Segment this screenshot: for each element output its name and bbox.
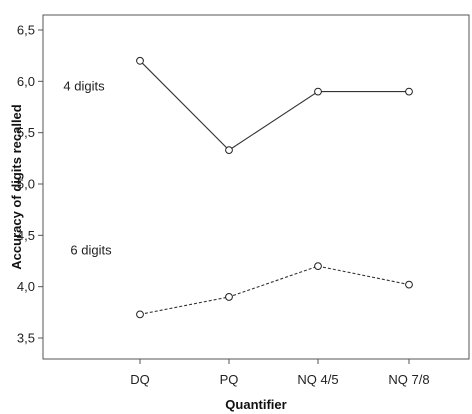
data-point (225, 146, 233, 155)
y-axis-title: Accuracy of digits recalled (9, 104, 24, 270)
data-point (314, 262, 322, 271)
y-tick-label: 5,5 (17, 125, 35, 140)
y-tick-label: 4,5 (17, 228, 35, 243)
y-tick-label: 6,0 (17, 74, 35, 89)
data-point (405, 280, 413, 289)
data-point (136, 310, 144, 319)
y-tick-label: 6,5 (17, 23, 35, 38)
y-tick-label: 4,0 (17, 279, 35, 294)
data-point (225, 293, 233, 301)
x-tick-label: NQ 4/5 (297, 372, 338, 387)
series-line-0 (139, 60, 409, 151)
series-line-1 (139, 265, 410, 315)
series-label: 4 digits (63, 78, 105, 93)
y-tick-label: 3,5 (17, 331, 35, 346)
data-point (314, 87, 322, 96)
x-axis-ticks: DQ PQ NQ 4/5 NQ 7/8 (130, 359, 430, 387)
series-label: 6 digits (70, 243, 112, 258)
x-tick-label: NQ 7/8 (388, 372, 429, 387)
plot-frame (42, 14, 470, 360)
x-tick-label: DQ (130, 372, 150, 387)
x-axis-title: Quantifier (225, 397, 286, 412)
y-axis-ticks: 3,5 4,0 4,5 5,0 5,5 6,0 6,5 (17, 23, 43, 346)
data-point (136, 56, 144, 65)
series-layer: 4 digits 6 digits (63, 56, 413, 319)
data-point (405, 87, 413, 96)
x-tick-label: PQ (220, 372, 239, 387)
y-tick-label: 5,0 (17, 177, 35, 192)
